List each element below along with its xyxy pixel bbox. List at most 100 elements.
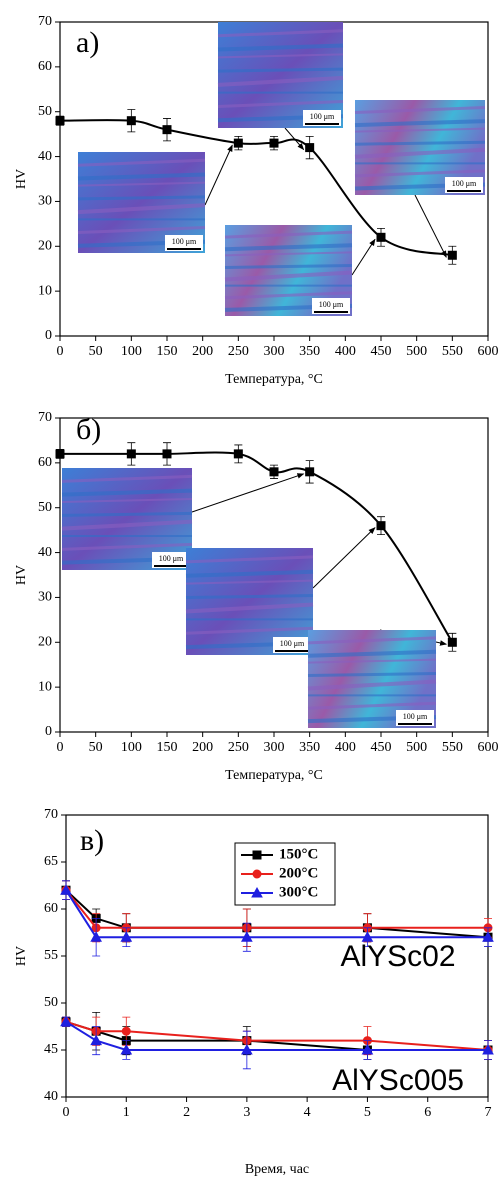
marker xyxy=(55,116,65,126)
x-tick-label: 7 xyxy=(485,1105,492,1120)
micrograph-texture xyxy=(61,498,193,503)
micrograph-texture xyxy=(77,181,206,187)
marker xyxy=(305,467,315,477)
marker xyxy=(305,143,315,153)
x-tick-label: 150 xyxy=(157,344,178,359)
x-tick-label: 6 xyxy=(424,1105,431,1120)
marker xyxy=(60,884,72,895)
y-tick-label: 70 xyxy=(38,14,52,29)
y-tick-label: 70 xyxy=(44,807,58,822)
arrow xyxy=(191,473,305,513)
y-tick-label: 50 xyxy=(38,500,52,515)
micrograph-texture xyxy=(224,263,353,269)
scale-label: 100 μm xyxy=(172,237,197,246)
y-tick-label: 10 xyxy=(38,283,52,298)
marker xyxy=(162,449,172,459)
micrograph-texture xyxy=(354,119,486,128)
micrograph-texture xyxy=(61,542,193,551)
y-tick-label: 55 xyxy=(44,948,58,963)
micrograph-texture xyxy=(217,43,344,52)
y-tick-label: 70 xyxy=(38,410,52,425)
scale-label: 100 μm xyxy=(280,639,305,648)
x-tick-label: 0 xyxy=(57,740,64,755)
marker xyxy=(269,138,279,148)
x-tick-label: 5 xyxy=(364,1105,371,1120)
y-tick-label: 20 xyxy=(38,239,52,254)
y-tick-label: 10 xyxy=(38,679,52,694)
x-tick-label: 550 xyxy=(442,344,463,359)
arrow xyxy=(312,527,376,589)
micrograph-texture xyxy=(61,511,193,517)
x-tick-label: 600 xyxy=(478,344,499,359)
x-tick-label: 450 xyxy=(371,740,392,755)
scale-label: 100 μm xyxy=(319,300,344,309)
x-tick-label: 100 xyxy=(121,344,142,359)
micrograph-texture xyxy=(77,226,206,235)
scale-bar-bg xyxy=(445,177,483,193)
micrograph-texture xyxy=(307,672,437,678)
marker xyxy=(361,1043,374,1055)
scale-bar-bg xyxy=(312,298,350,314)
y-tick-label: 60 xyxy=(44,901,58,916)
y-tick-label: 0 xyxy=(45,724,52,739)
x-tick-label: 100 xyxy=(121,740,142,755)
marker xyxy=(241,1043,253,1055)
micrograph-texture xyxy=(185,602,314,614)
marker xyxy=(233,138,243,148)
y-tick-label: 65 xyxy=(44,854,58,869)
marker xyxy=(120,1043,133,1055)
x-tick-label: 0 xyxy=(63,1105,70,1120)
y-tick-label: 40 xyxy=(38,545,52,560)
legend-label: 200°C xyxy=(279,865,318,881)
x-axis-label: Время, час xyxy=(245,1162,309,1177)
x-tick-label: 300 xyxy=(264,344,285,359)
micrograph-texture xyxy=(77,172,206,181)
micrograph-texture xyxy=(224,243,353,252)
marker xyxy=(162,125,172,135)
micrograph-texture xyxy=(185,594,314,600)
micrograph-texture xyxy=(224,270,353,282)
x-tick-label: 500 xyxy=(406,740,427,755)
micrograph-texture xyxy=(77,203,206,215)
x-tick-label: 3 xyxy=(243,1105,250,1120)
marker xyxy=(121,1026,131,1036)
micrograph-texture xyxy=(217,99,344,108)
micrograph-texture xyxy=(217,67,344,73)
x-tick-label: 250 xyxy=(228,740,249,755)
y-axis-label: HV xyxy=(14,565,29,585)
marker xyxy=(269,467,279,477)
x-tick-label: 0 xyxy=(57,344,64,359)
marker xyxy=(126,449,136,459)
series-line xyxy=(65,889,489,1051)
arrow xyxy=(351,238,376,276)
marker xyxy=(376,521,386,531)
micrograph-texture xyxy=(307,658,437,664)
x-tick-label: 350 xyxy=(299,740,320,755)
x-tick-label: 450 xyxy=(371,344,392,359)
micrograph-texture xyxy=(185,569,314,578)
micrograph-texture xyxy=(224,291,353,300)
arrow xyxy=(414,194,447,258)
marker xyxy=(447,250,457,260)
scale-bar-bg xyxy=(396,710,434,726)
y-tick-label: 40 xyxy=(44,1089,58,1104)
micrograph-texture xyxy=(354,106,486,115)
x-tick-label: 350 xyxy=(299,344,320,359)
micrograph-texture xyxy=(77,158,206,167)
scale-label: 100 μm xyxy=(452,179,477,188)
panel-label: а) xyxy=(76,26,99,59)
marker xyxy=(90,1034,102,1046)
x-axis-label: Температура, °C xyxy=(225,768,323,783)
marker xyxy=(120,931,133,942)
micrograph-texture xyxy=(354,127,486,133)
marker xyxy=(251,886,263,898)
micrograph-texture xyxy=(224,230,353,239)
marker xyxy=(60,1015,72,1027)
marker xyxy=(482,931,494,942)
x-tick-label: 400 xyxy=(335,344,356,359)
scale-label: 100 μm xyxy=(403,712,428,721)
y-tick-label: 45 xyxy=(44,1042,58,1057)
scale-bar-bg xyxy=(152,552,190,568)
micrograph-texture xyxy=(217,29,344,38)
